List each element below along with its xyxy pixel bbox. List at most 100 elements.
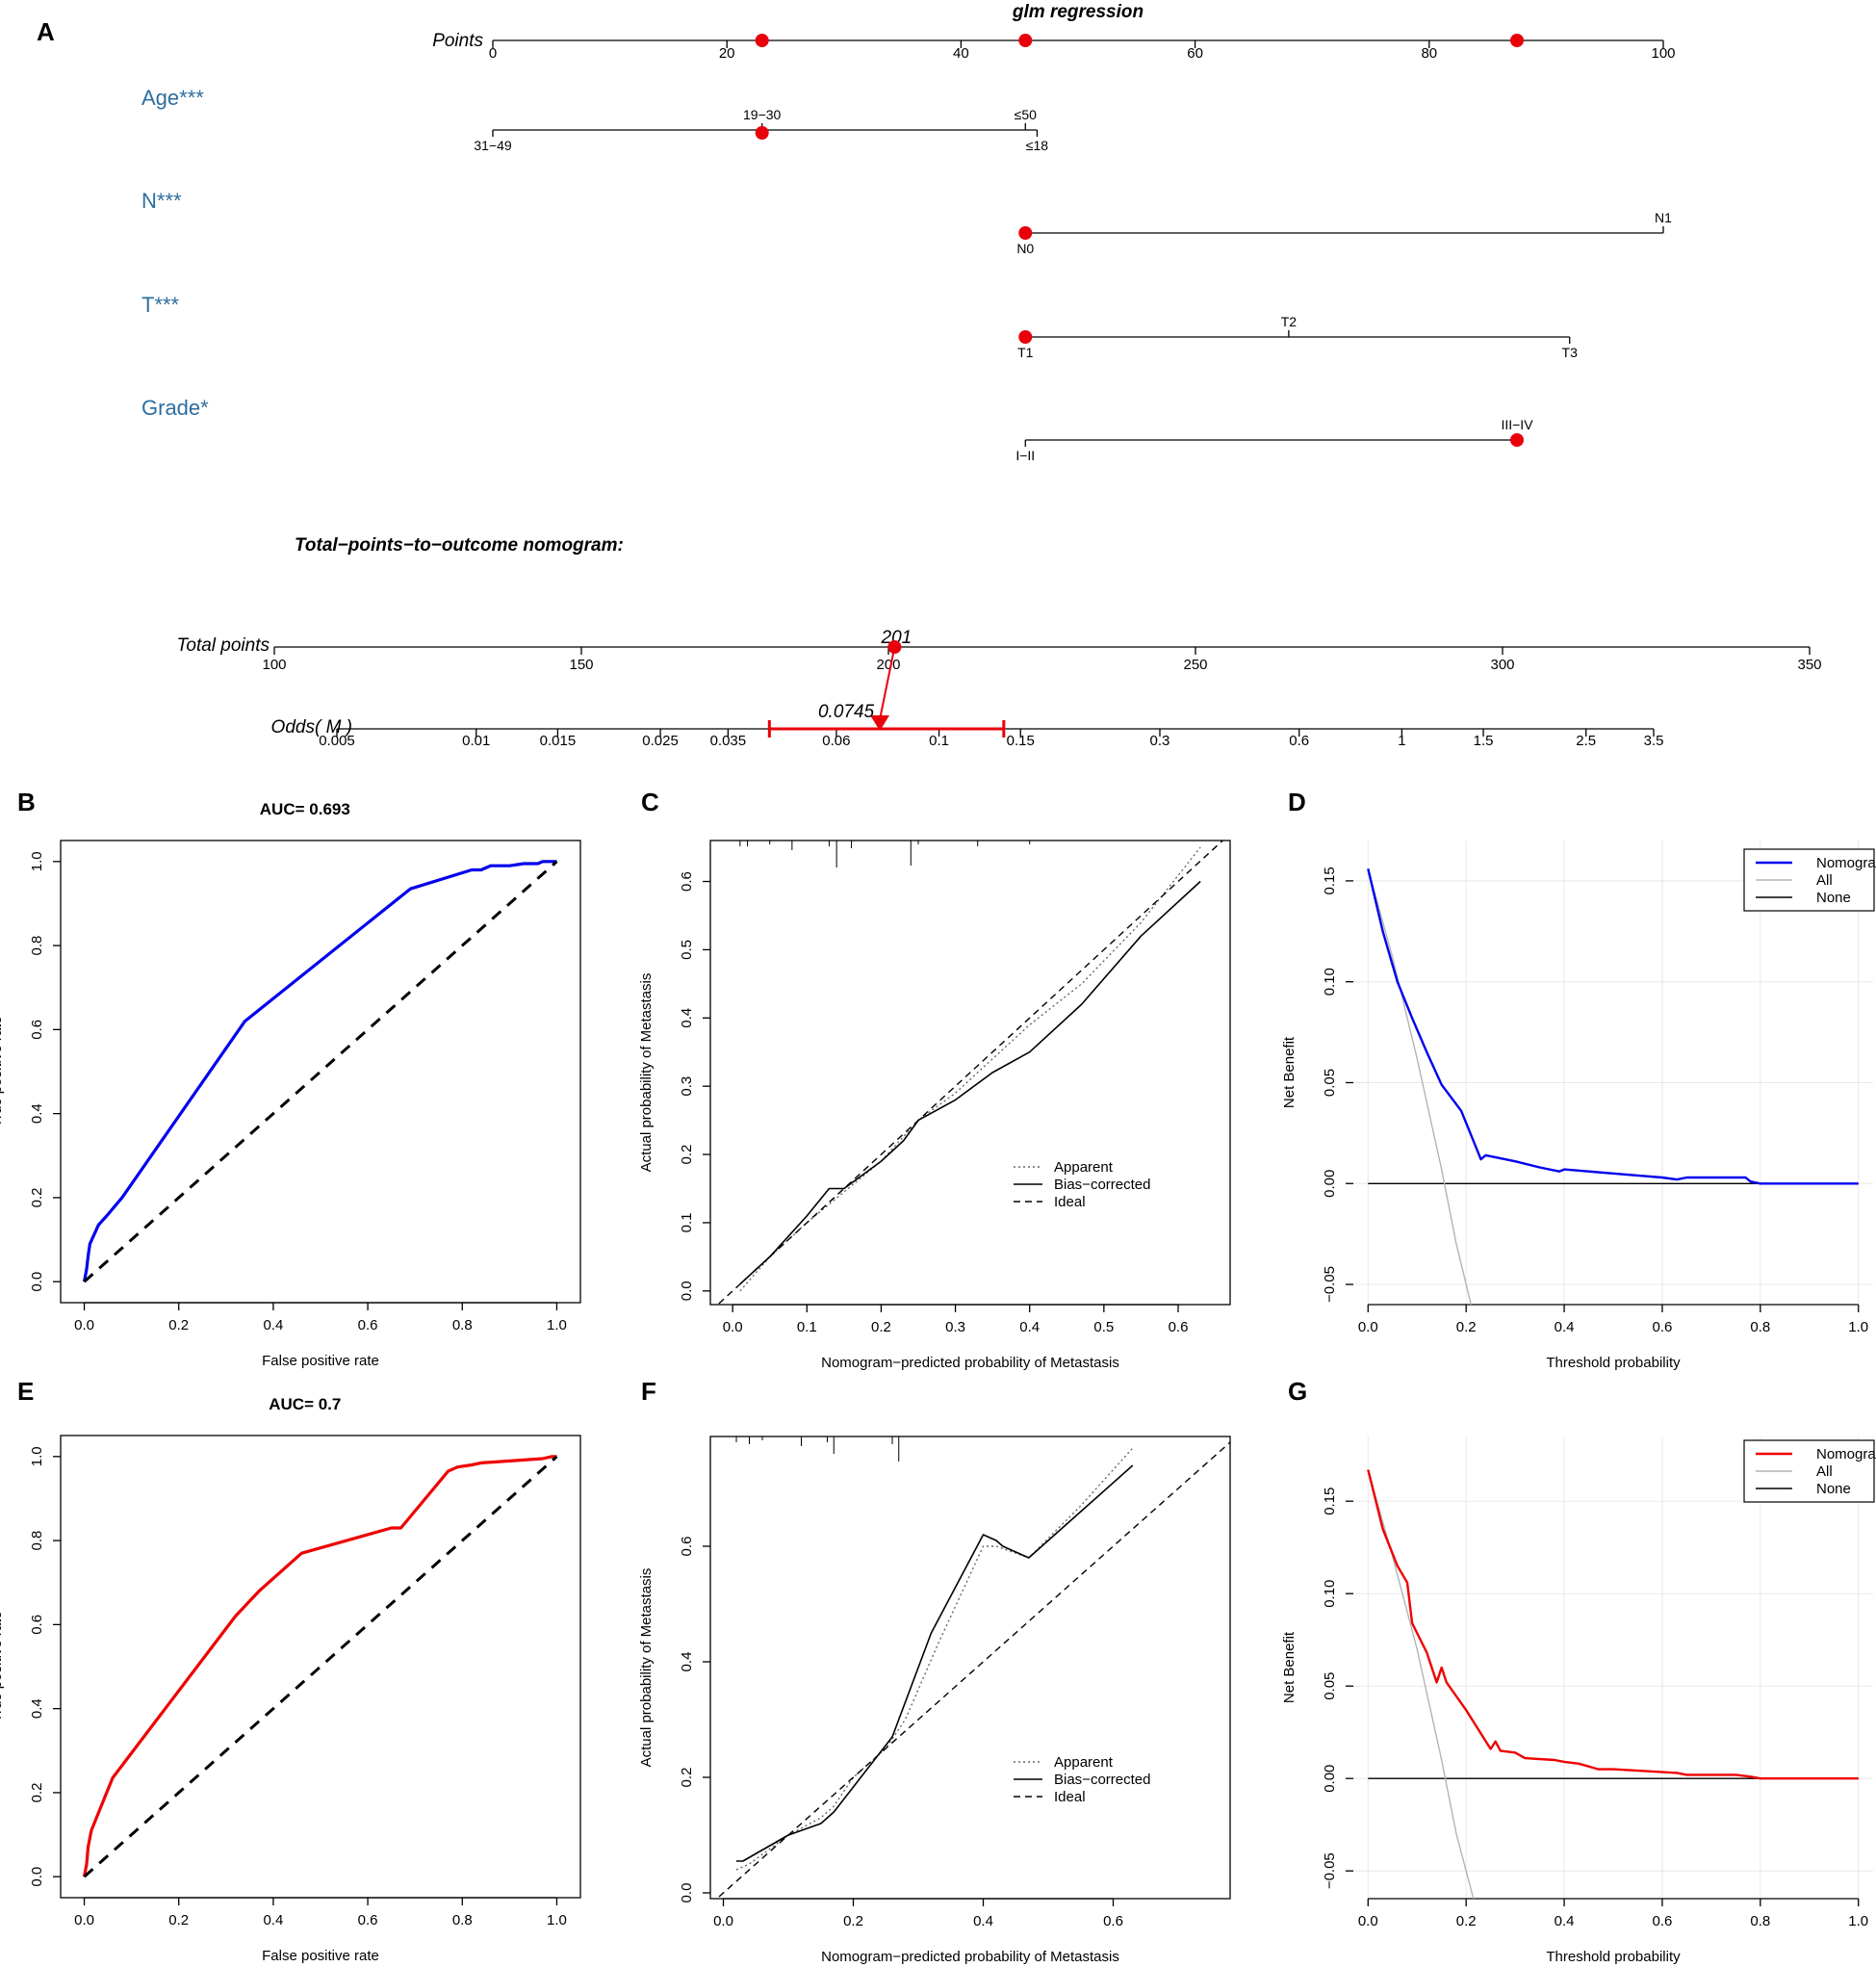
x-axis-title: Threshold probability bbox=[1546, 1949, 1681, 1965]
points-axis-marker bbox=[1510, 34, 1524, 47]
y-axis-tick-label: 0.4 bbox=[29, 1698, 45, 1719]
y-axis-tick-label: 1.0 bbox=[29, 851, 45, 871]
legend-label: Bias−corrected bbox=[1054, 1177, 1150, 1193]
x-axis-tick-label: 0.6 bbox=[358, 1317, 378, 1333]
y-axis-tick-label: 0.4 bbox=[679, 1652, 695, 1672]
decision-curve-nomogram-line bbox=[1367, 868, 1859, 1185]
odds-axis-tick-label: 0.005 bbox=[319, 733, 355, 749]
x-axis-tick-label: 0.4 bbox=[1019, 1319, 1040, 1335]
x-axis-tick-label: 0.3 bbox=[945, 1319, 965, 1335]
y-axis-title: Net Benefit bbox=[1281, 1631, 1298, 1703]
x-axis-tick-label: 0.2 bbox=[1456, 1913, 1477, 1929]
legend-label: All bbox=[1816, 872, 1833, 889]
y-axis-tick-label: 0.15 bbox=[1322, 867, 1338, 894]
x-axis-title: False positive rate bbox=[262, 1948, 379, 1964]
points-axis-tick-label: 60 bbox=[1187, 45, 1203, 62]
level-label: N1 bbox=[1655, 210, 1672, 225]
points-axis-tick-label: 40 bbox=[953, 45, 969, 62]
x-axis-tick-label: 0.5 bbox=[1093, 1319, 1114, 1335]
legend-label: None bbox=[1816, 890, 1851, 906]
total-points-tick-label: 100 bbox=[262, 657, 286, 673]
level-label: III−IV bbox=[1501, 417, 1533, 432]
odds-axis-tick-label: 0.06 bbox=[822, 733, 850, 749]
level-label: T2 bbox=[1281, 314, 1298, 329]
y-axis-tick-label: 0.00 bbox=[1322, 1765, 1338, 1793]
y-axis-tick-label: 0.10 bbox=[1322, 968, 1338, 996]
legend-label: Ideal bbox=[1054, 1789, 1086, 1805]
calibration-apparent-line bbox=[735, 1447, 1134, 1871]
y-axis-tick-label: 0.00 bbox=[1322, 1170, 1338, 1198]
roc-curve bbox=[82, 860, 557, 1282]
odds-axis-tick-label: 0.035 bbox=[710, 733, 747, 749]
odds-value: 0.0745 bbox=[818, 702, 875, 722]
y-axis-tick-label: 0.2 bbox=[679, 1768, 695, 1788]
points-axis-tick-label: 20 bbox=[719, 45, 735, 62]
decision-curve-all-line bbox=[1367, 868, 1472, 1305]
variable-label: Grade* bbox=[141, 396, 209, 420]
calibration-apparent-line bbox=[739, 846, 1201, 1292]
x-axis-tick-label: 0.0 bbox=[713, 1913, 733, 1929]
x-axis-tick-label: 0.4 bbox=[263, 1317, 283, 1333]
level-label: I−II bbox=[1015, 448, 1035, 463]
y-axis-title: True positive rate bbox=[0, 1611, 5, 1721]
total-points-tick-label: 300 bbox=[1490, 657, 1514, 673]
x-axis-tick-label: 0.6 bbox=[358, 1912, 378, 1928]
y-axis-tick-label: 0.1 bbox=[679, 1213, 695, 1233]
plot-area bbox=[716, 841, 1224, 1305]
roc-curve bbox=[82, 1455, 557, 1877]
x-axis-tick-label: 1.0 bbox=[1848, 1319, 1868, 1335]
plot-title: AUC= 0.693 bbox=[260, 800, 350, 818]
panel-letter-g: G bbox=[1288, 1377, 1307, 1406]
plot-area bbox=[715, 1441, 1230, 1899]
legend-label: All bbox=[1816, 1463, 1833, 1480]
calibration-ideal-line bbox=[715, 1441, 1230, 1899]
legend-label: Bias−corrected bbox=[1054, 1772, 1150, 1788]
decision-curve-nomogram-line bbox=[1367, 1469, 1859, 1780]
odds-axis-tick-label: 0.025 bbox=[642, 733, 679, 749]
y-axis-tick-label: 0.2 bbox=[29, 1187, 45, 1207]
y-axis-tick-label: 0.10 bbox=[1322, 1580, 1338, 1608]
x-axis-tick-label: 0.0 bbox=[1358, 1319, 1378, 1335]
x-axis-tick-label: 0.0 bbox=[723, 1319, 743, 1335]
plot-frame bbox=[709, 1436, 1231, 1900]
x-axis-tick-label: 1.0 bbox=[1848, 1913, 1868, 1929]
legend-label: Ideal bbox=[1054, 1194, 1086, 1210]
selected-level-marker bbox=[1018, 330, 1033, 344]
y-axis-tick-label: 0.0 bbox=[29, 1867, 45, 1887]
x-axis-title: Nomogram−predicted probability of Metast… bbox=[821, 1949, 1119, 1965]
panel-letter-a: A bbox=[37, 17, 55, 46]
points-axis-tick-label: 80 bbox=[1421, 45, 1437, 62]
variable-label: T*** bbox=[141, 293, 180, 317]
y-axis-tick-label: −0.05 bbox=[1322, 1852, 1338, 1889]
level-label: ≤50 bbox=[1015, 107, 1037, 122]
y-axis-tick-label: 0.2 bbox=[29, 1782, 45, 1802]
variable-label: N*** bbox=[141, 189, 182, 213]
x-axis-tick-label: 0.8 bbox=[1750, 1913, 1770, 1929]
plot-area bbox=[1367, 1469, 1859, 1899]
legend-label: Apparent bbox=[1054, 1754, 1114, 1771]
reference-diagonal-line bbox=[83, 1455, 558, 1878]
y-axis-tick-label: 0.6 bbox=[29, 1020, 45, 1040]
x-axis-tick-label: 0.6 bbox=[1103, 1913, 1123, 1929]
odds-axis-tick-label: 0.015 bbox=[540, 733, 577, 749]
y-axis-tick-label: 0.4 bbox=[29, 1103, 45, 1124]
points-axis-marker bbox=[1018, 34, 1033, 47]
odds-arrowhead bbox=[870, 715, 890, 731]
y-axis-tick-label: 0.05 bbox=[1322, 1069, 1338, 1097]
odds-axis-tick-label: 0.01 bbox=[462, 733, 490, 749]
x-axis-tick-label: 0.6 bbox=[1653, 1319, 1673, 1335]
x-axis-tick-label: 0.4 bbox=[1555, 1913, 1575, 1929]
legend-label: Apparent bbox=[1054, 1159, 1114, 1176]
odds-axis-tick-label: 0.1 bbox=[929, 733, 949, 749]
odds-axis-tick-label: 0.6 bbox=[1289, 733, 1309, 749]
y-axis-tick-label: 0.4 bbox=[679, 1008, 695, 1028]
y-axis-tick-label: 0.5 bbox=[679, 940, 695, 960]
panel-c-calibration: 0.0 0.1 0.2 0.3 0.4 0.5 0.6 0.0 0.1 0.2 0.3 0.4 0.5 0… bbox=[638, 840, 1231, 1371]
y-axis-title: Actual probability of Metastasis bbox=[638, 973, 655, 1173]
points-axis-tick-label: 0 bbox=[489, 45, 497, 62]
odds-axis-tick-label: 0.15 bbox=[1007, 733, 1035, 749]
x-axis-tick-label: 0.8 bbox=[452, 1912, 473, 1928]
level-label: T1 bbox=[1017, 345, 1034, 360]
x-axis-title: Nomogram−predicted probability of Metast… bbox=[821, 1355, 1119, 1371]
x-axis-tick-label: 0.2 bbox=[1456, 1319, 1477, 1335]
